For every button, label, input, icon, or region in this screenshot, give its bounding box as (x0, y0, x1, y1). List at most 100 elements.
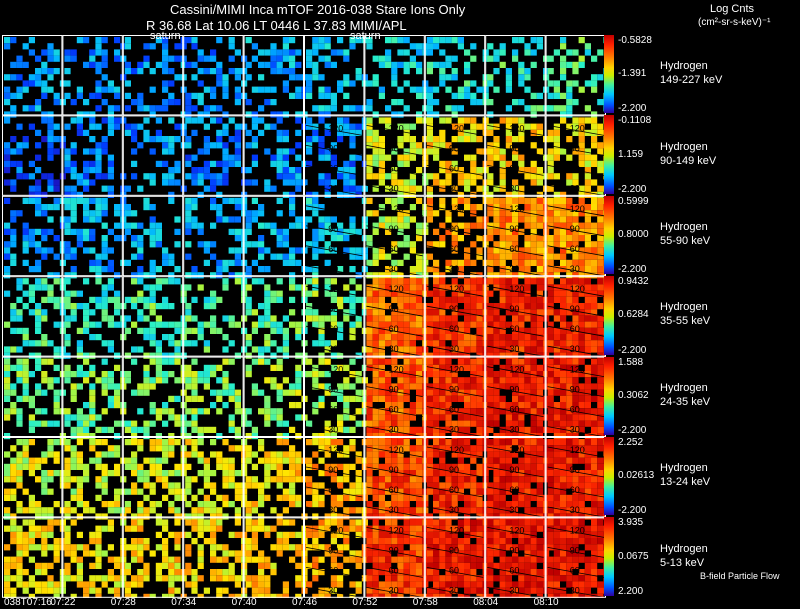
contour-label: 120 (328, 365, 343, 375)
panel-r4-c4 (183, 276, 248, 359)
panel-r2-c8: 120 90 60 30 (424, 115, 489, 198)
saturn-label: saturn (150, 30, 181, 42)
energy-range-label: 55-90 keV (660, 235, 711, 247)
colorbar-value: 2.200 (618, 585, 644, 597)
contour-label: 90 (570, 143, 580, 153)
colorbar-value: -2.200 (618, 183, 647, 195)
panel-r7-c1 (2, 517, 66, 598)
panel-r5-c2 (62, 356, 127, 440)
colorbar-value: -1.391 (618, 68, 647, 80)
contour-label: 30 (389, 585, 399, 595)
contour-label: 120 (509, 284, 524, 294)
colorbar-value: -2.200 (618, 103, 647, 115)
colorbar (604, 517, 614, 596)
contour-label: 120 (570, 445, 585, 455)
contour-label: 120 (509, 204, 524, 214)
panel-r5-c1 (2, 356, 66, 440)
contour-label: 120 (509, 123, 524, 133)
panel-r6-c10: 120 90 60 30 (545, 437, 606, 520)
contour-label: 120 (509, 365, 524, 375)
row-label: Hydrogen 24-35 keV (660, 381, 710, 409)
time-tick: 08:10 (533, 597, 559, 608)
contour-label: 30 (389, 344, 399, 354)
colorbar (604, 437, 614, 516)
panel-r1-c6 (304, 35, 368, 118)
colorbar (604, 195, 614, 275)
contour-label: 30 (570, 425, 580, 435)
contour-label: 60 (328, 244, 338, 254)
contour-label: 90 (328, 143, 338, 153)
energy-range-label: 149-227 keV (660, 74, 723, 87)
panel-r1-c5 (243, 35, 308, 118)
contour-label: 90 (389, 143, 399, 153)
contour-label: 90 (449, 465, 459, 475)
contour-label: 30 (389, 264, 399, 274)
contour-label: 90 (328, 545, 338, 555)
time-tick: 07:52 (352, 597, 378, 608)
time-tick: 07:28 (110, 597, 136, 608)
contour-label: 120 (449, 204, 464, 214)
panel-r5-c7: 120 90 60 30 (364, 356, 429, 440)
panel-r3-c5 (243, 195, 308, 279)
contour-label: 90 (509, 304, 519, 314)
contour-label: 120 (328, 525, 343, 535)
contour-label: 30 (389, 425, 399, 435)
panel-r1-c3 (122, 35, 187, 118)
panel-r4-c5 (243, 276, 308, 359)
contour-label: 90 (389, 385, 399, 395)
contour-label: 90 (389, 304, 399, 314)
row-label: Hydrogen 90-149 keV (660, 140, 716, 168)
contour-label: 90 (328, 304, 338, 314)
panel-r7-c9: 120 90 60 30 (485, 517, 550, 598)
contour-label: 60 (449, 565, 459, 575)
contour-label: 60 (509, 244, 519, 254)
colorbar (604, 35, 614, 114)
row-label: Hydrogen 5-13 keV (660, 542, 708, 570)
energy-range-label: 13-24 keV (660, 476, 711, 489)
contour-label: 30 (328, 425, 338, 435)
contour-label: 120 (328, 123, 343, 133)
panel-r5-c8: 120 90 60 30 (424, 356, 489, 440)
contour-label: 30 (509, 183, 519, 193)
panel-r5-c10: 120 90 60 30 (545, 356, 606, 440)
colorbar-value: 0.8000 (618, 229, 649, 240)
row-label: Hydrogen 35-55 keV (660, 300, 710, 328)
contour-label: 60 (328, 485, 338, 495)
contour-label: 60 (328, 405, 338, 415)
contour-label: 90 (449, 143, 459, 153)
image-grid: 120 90 60 30 120 90 60 30 120 90 60 30 120 90 60 30 120 9… (2, 35, 606, 598)
contour-label: 90 (570, 465, 580, 475)
panel-r3-c3 (122, 195, 184, 279)
contour-label: 120 (389, 445, 404, 455)
colorbar-value: -2.200 (618, 344, 647, 356)
contour-label: 30 (389, 505, 399, 515)
panel-r6-c1 (2, 437, 66, 520)
time-tick: 07:40 (231, 597, 257, 608)
contour-label: 90 (449, 224, 459, 234)
panel-r3-c1 (2, 195, 66, 279)
contour-label: 60 (509, 485, 519, 495)
contour-label: 30 (570, 585, 580, 595)
contour-label: 120 (570, 284, 585, 294)
contour-label: 30 (449, 183, 459, 193)
contour-label: 30 (509, 264, 519, 274)
colorbar-value: 0.02613 (618, 470, 655, 482)
colorbar-units-line-1: Log Cnts (710, 3, 755, 15)
contour-label: 90 (570, 304, 580, 314)
contour-label: 120 (449, 123, 464, 133)
colorbar-value: 1.159 (618, 148, 644, 160)
colorbar-value: 0.5999 (618, 195, 649, 207)
panel-r2-c2 (62, 115, 127, 198)
title-line-2: R 36.68 Lat 10.06 LT 0446 L 37.83 MIMI/A… (146, 18, 407, 33)
contour-label: 90 (570, 385, 580, 395)
contour-label: 60 (509, 324, 519, 334)
panel-r7-c6: 120 90 60 30 (304, 517, 368, 598)
colorbar (604, 276, 614, 355)
contour-label: 60 (570, 405, 580, 415)
panel-r1-c4 (183, 35, 248, 118)
energy-range-label: 35-55 keV (660, 315, 711, 328)
contour-label: 90 (509, 465, 519, 475)
panel-r2-c10: 120 90 60 30 (545, 115, 606, 198)
colorbar-value: -0.5828 (618, 35, 652, 46)
colorbar-value: 1.588 (618, 356, 644, 368)
